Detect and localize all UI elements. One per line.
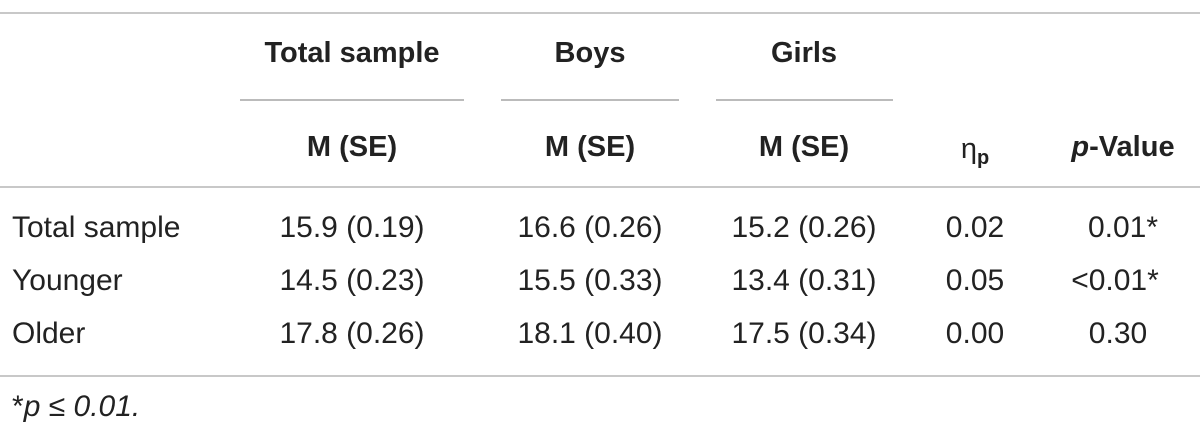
cell-p: 0.01* [1087, 211, 1159, 244]
subheader-p-value: p-Value [1071, 130, 1174, 164]
subheader-girls-m-se: M (SE) [758, 131, 850, 163]
table-footnote: *p ≤ 0.01. [12, 390, 140, 424]
p-value-rest: -Value [1089, 131, 1175, 163]
cell-eta: 0.00 [945, 317, 1005, 350]
cell-girls: 13.4 (0.31) [731, 264, 877, 297]
subheader-boys-m-se: M (SE) [544, 131, 636, 163]
row-label: Older [12, 317, 86, 350]
cell-eta: 0.05 [945, 264, 1005, 297]
cell-total: 17.8 (0.26) [279, 317, 425, 350]
eta-symbol: η [960, 133, 977, 165]
row-label: Total sample [12, 211, 181, 244]
footnote-star: * [12, 390, 24, 423]
header-total-sample: Total sample [264, 37, 440, 69]
footnote-text: p ≤ 0.01. [23, 390, 141, 423]
group-rule-girls [716, 99, 893, 101]
cell-boys: 15.5 (0.33) [517, 264, 663, 297]
cell-p: 0.30 [1088, 317, 1148, 350]
cell-girls: 15.2 (0.26) [731, 211, 877, 244]
row-label: Younger [12, 264, 123, 297]
cell-girls: 17.5 (0.34) [731, 317, 877, 350]
group-rule-boys [501, 99, 679, 101]
group-rule-total [240, 99, 464, 101]
table-top-rule [0, 12, 1200, 14]
subheader-eta-p: ηp [961, 132, 989, 175]
cell-total: 15.9 (0.19) [279, 211, 425, 244]
subheader-total-m-se: M (SE) [306, 131, 398, 163]
table-bottom-rule [0, 375, 1200, 377]
cell-total: 14.5 (0.23) [279, 264, 425, 297]
eta-subscript: p [976, 147, 990, 169]
header-boys: Boys [554, 37, 626, 69]
table-header-rule [0, 186, 1200, 188]
p-italic: p [1071, 131, 1090, 163]
cell-boys: 18.1 (0.40) [517, 317, 663, 350]
header-girls: Girls [770, 37, 838, 69]
cell-eta: 0.02 [945, 211, 1005, 244]
cell-p: <0.01* [1071, 264, 1159, 297]
cell-boys: 16.6 (0.26) [517, 211, 663, 244]
